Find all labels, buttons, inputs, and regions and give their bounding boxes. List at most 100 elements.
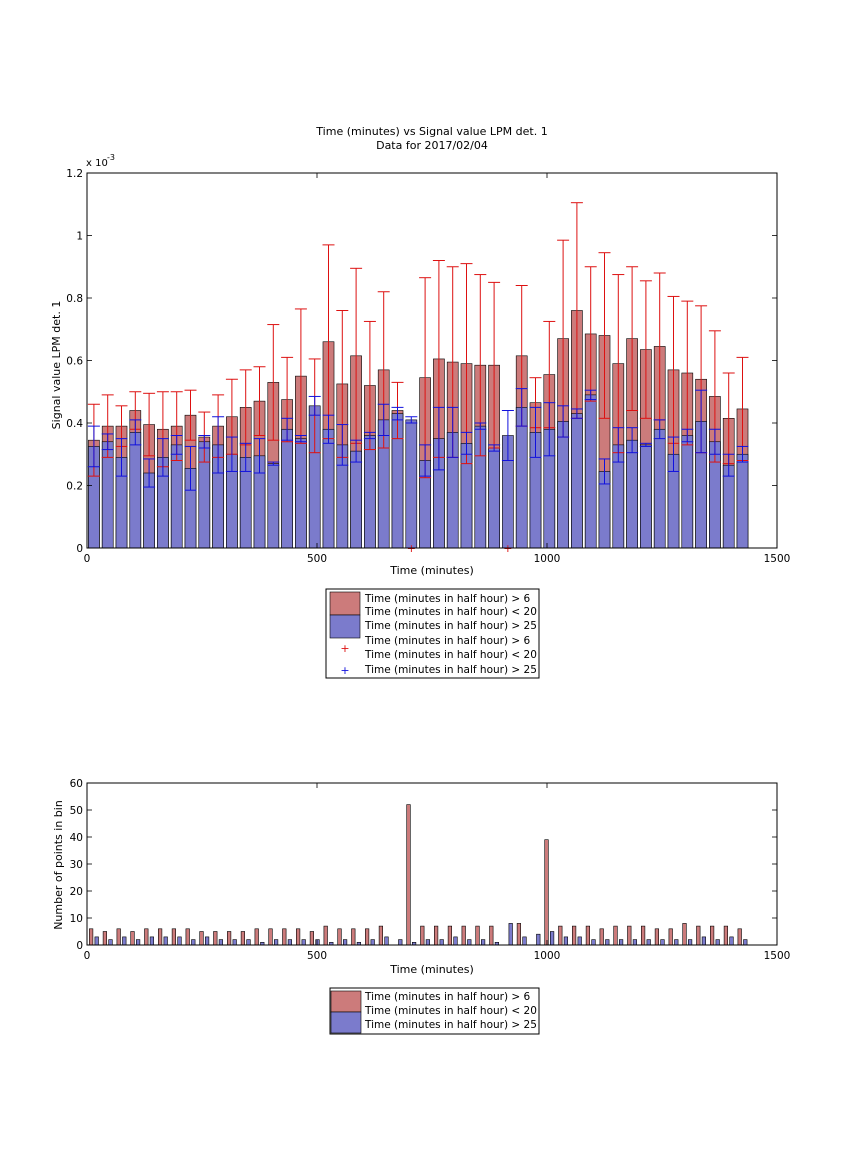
count-bar-blue — [591, 939, 596, 946]
count-bar-blue — [384, 936, 389, 946]
legend-entry: Time (minutes in half hour) < 20 — [364, 606, 537, 618]
bar-blue — [515, 407, 528, 549]
legend-entry: Time (minutes in half hour) < 20 — [364, 1005, 537, 1017]
count-bar-blue — [218, 939, 223, 946]
chart-1-title: Time (minutes) vs Signal value LPM det. … — [315, 125, 547, 138]
count-bar-blue — [743, 939, 748, 946]
count-bar-blue — [315, 939, 320, 946]
count-bar-blue — [508, 923, 513, 946]
count-bar-red — [102, 931, 107, 946]
count-bar-red — [158, 928, 163, 946]
bar-blue — [267, 463, 280, 549]
count-bar-blue — [632, 939, 637, 946]
x-tick-label: 1500 — [764, 950, 791, 962]
chart-1-y-exponent: x 10 -3 — [86, 153, 115, 169]
count-bar-red — [434, 925, 439, 946]
count-bar-red — [461, 925, 466, 946]
count-bar-red — [199, 931, 204, 946]
count-bar-blue — [122, 936, 127, 946]
x-tick-label: 0 — [84, 553, 91, 565]
count-bar-blue — [425, 939, 430, 946]
count-bar-red — [599, 928, 604, 946]
count-bar-red — [585, 925, 590, 946]
chart-2-bars — [89, 804, 748, 946]
count-bar-blue — [273, 939, 279, 946]
count-bar-red — [654, 928, 659, 946]
chart-1-x-axis-label: Time (minutes) — [389, 564, 474, 577]
bar-blue — [557, 421, 569, 549]
legend-entry: Time (minutes in half hour) > 6 — [364, 991, 531, 1003]
count-bar-blue — [480, 939, 486, 946]
chart-1-bars — [88, 310, 749, 549]
count-bar-red — [475, 925, 480, 946]
count-bar-blue — [94, 936, 99, 946]
count-bar-red — [185, 928, 190, 946]
legend-marker-blue: + — [340, 664, 349, 677]
count-bar-red — [282, 928, 287, 946]
count-bar-blue — [701, 936, 706, 946]
count-bar-red — [668, 928, 673, 946]
chart-1-y-exponent-base: x 10 — [86, 158, 108, 169]
count-bar-red — [144, 928, 149, 946]
x-tick-label: 1000 — [534, 950, 561, 962]
y-tick-label: 60 — [70, 778, 83, 790]
y-tick-label: 40 — [70, 832, 83, 844]
count-bar-blue — [729, 936, 734, 946]
y-tick-label: 30 — [70, 859, 83, 871]
legend-entry: Time (minutes in half hour) > 6 — [364, 593, 531, 605]
count-bar-blue — [660, 939, 665, 946]
count-bar-blue — [191, 939, 196, 946]
bar-blue — [281, 428, 293, 549]
x-tick-label: 500 — [307, 553, 327, 565]
y-tick-label: 50 — [70, 805, 83, 817]
count-bar-red — [710, 925, 715, 946]
count-bar-blue — [605, 939, 610, 946]
x-tick-label: 1000 — [534, 553, 561, 565]
legend-swatch-red — [329, 591, 361, 616]
count-bar-red — [351, 928, 356, 946]
count-bar-red — [489, 925, 494, 946]
chart-2: 0 500 1000 1500 0 10 20 30 40 50 60 Time (minutes)… — [52, 778, 791, 1035]
bar-blue — [571, 413, 583, 549]
bar-blue — [653, 428, 666, 549]
chart-1-y-exponent-power: -3 — [107, 153, 115, 162]
count-bar-blue — [205, 936, 210, 946]
y-tick-label: 0.8 — [66, 293, 83, 305]
legend-entry: Time (minutes in half hour) > 25 — [364, 664, 537, 676]
y-tick-label: 0.2 — [66, 481, 83, 493]
bar-blue — [322, 428, 335, 549]
legend-swatch-blue — [330, 1011, 362, 1034]
count-bar-blue — [342, 939, 348, 946]
chart-1-legend: + + Time (minutes in half hour) > 6 Time… — [325, 588, 540, 679]
chart-2-legend-box — [329, 987, 540, 1035]
y-tick-label: 1.2 — [66, 168, 83, 180]
count-bar-red — [227, 931, 232, 946]
bar-blue — [129, 432, 142, 549]
count-bar-red — [378, 925, 383, 946]
count-bar-blue — [232, 939, 237, 946]
chart-1: Time (minutes) vs Signal value LPM det. … — [50, 125, 791, 679]
chart-2-axes-box — [86, 782, 778, 946]
count-bar-red — [254, 928, 259, 946]
x-tick-label: 0 — [84, 950, 91, 962]
count-bar-red — [171, 928, 176, 946]
count-bar-red — [213, 931, 218, 946]
count-bar-red — [447, 925, 452, 946]
count-bar-blue — [674, 939, 679, 946]
count-bar-red — [737, 928, 742, 946]
count-bar-blue — [646, 939, 651, 946]
bar-blue — [364, 435, 376, 549]
bar-blue — [584, 394, 597, 549]
count-bar-blue — [687, 939, 693, 946]
count-bar-red — [682, 923, 687, 946]
y-tick-label: 0.6 — [66, 356, 83, 368]
y-tick-label: 20 — [70, 886, 83, 898]
y-tick-label: 10 — [70, 913, 83, 925]
legend-swatch-red — [330, 990, 362, 1013]
x-tick-label: 1500 — [764, 553, 791, 565]
count-bar-blue — [246, 939, 251, 946]
chart-2-x-axis-label: Time (minutes) — [389, 963, 474, 976]
chart-2-ticks: 0 500 1000 1500 0 10 20 30 40 50 60 — [70, 778, 791, 962]
count-bar-blue — [522, 936, 527, 946]
